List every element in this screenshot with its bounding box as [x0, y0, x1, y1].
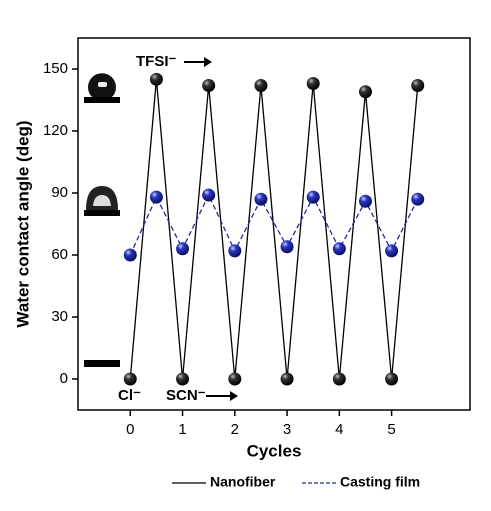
marker	[358, 194, 372, 208]
marker	[149, 72, 163, 86]
marker	[123, 372, 137, 386]
x-tick-label: 3	[283, 421, 291, 438]
x-tick-label: 1	[178, 421, 186, 438]
y-tick-label: 0	[60, 370, 68, 387]
y-tick-label: 120	[43, 122, 68, 139]
plot-frame	[77, 37, 471, 411]
marker	[176, 242, 190, 256]
annotation: TFSI⁻	[136, 53, 176, 70]
marker	[306, 190, 320, 204]
marker	[228, 244, 242, 258]
annotation: SCN⁻	[166, 387, 206, 404]
marker	[176, 372, 190, 386]
marker	[358, 85, 372, 99]
marker	[332, 242, 346, 256]
series-line	[129, 79, 419, 380]
x-tick-label: 5	[387, 421, 395, 438]
marker	[411, 79, 425, 93]
y-tick-label: 60	[51, 246, 68, 263]
arrow-head	[204, 57, 212, 67]
x-tick-label: 2	[231, 421, 239, 438]
arrow-head	[230, 391, 238, 401]
y-tick-label: 90	[51, 184, 68, 201]
marker	[149, 190, 163, 204]
marker	[123, 248, 137, 262]
marker	[228, 372, 242, 386]
y-axis-title: Water contact angle (deg)	[13, 120, 32, 327]
marker	[385, 372, 399, 386]
series-line	[129, 193, 419, 256]
annotation: Cl⁻	[118, 387, 141, 404]
marker	[254, 192, 268, 206]
y-tick-label: 30	[51, 308, 68, 325]
marker	[280, 372, 294, 386]
droplet-icons	[84, 73, 120, 367]
x-axis-title: Cycles	[247, 441, 302, 460]
marker	[202, 188, 216, 202]
legend-label: Nanofiber	[210, 474, 276, 490]
marker	[306, 76, 320, 90]
x-tick-label: 0	[126, 421, 134, 438]
marker	[411, 192, 425, 206]
marker	[332, 372, 346, 386]
marker	[202, 79, 216, 93]
marker	[254, 79, 268, 93]
marker	[280, 240, 294, 254]
marker	[385, 244, 399, 258]
x-tick-label: 4	[335, 421, 343, 438]
y-tick-label: 150	[43, 60, 68, 77]
legend-label: Casting film	[340, 474, 420, 490]
